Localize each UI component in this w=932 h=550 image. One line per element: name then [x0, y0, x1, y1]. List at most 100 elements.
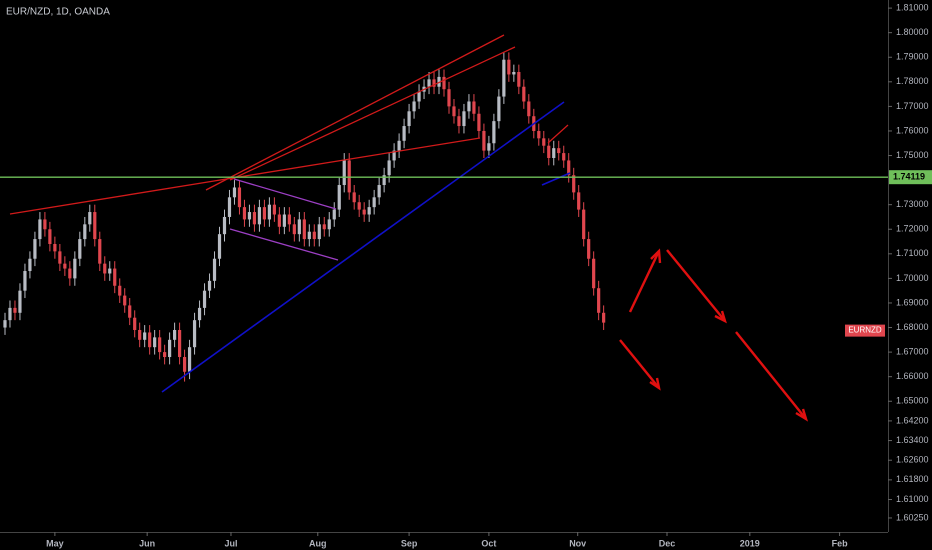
- y-tick-label: 1.66000: [896, 371, 929, 381]
- candle-body: [357, 202, 361, 210]
- trend-line: [229, 46, 516, 181]
- candle-body: [207, 280, 212, 291]
- candle-body: [58, 251, 62, 264]
- candle-body: [68, 268, 72, 279]
- y-tick-label: 1.79000: [896, 52, 929, 62]
- candle-body: [322, 224, 326, 230]
- candle-body: [128, 305, 132, 318]
- candle-body: [173, 329, 177, 340]
- y-tick-label: 1.68000: [896, 322, 929, 332]
- y-tick-label: 1.78000: [896, 76, 929, 86]
- y-tick-label: 1.72000: [896, 224, 929, 234]
- x-tick-label: Jun: [139, 538, 155, 548]
- x-tick-label: Aug: [309, 538, 327, 548]
- candle-body: [412, 101, 416, 112]
- candle-body: [232, 187, 237, 198]
- candle-body: [237, 187, 242, 208]
- drawings: [9, 34, 809, 422]
- x-tick-label: Jul: [224, 538, 237, 548]
- candle-body: [467, 101, 471, 112]
- candle-body: [168, 339, 172, 358]
- candle-body: [108, 268, 112, 274]
- candle-body: [93, 212, 97, 240]
- candle-body: [492, 121, 496, 144]
- candle-body: [227, 197, 232, 217]
- candle-body: [103, 263, 107, 274]
- trend-line: [161, 101, 565, 393]
- channel-line: [233, 178, 337, 210]
- candle-body: [317, 224, 321, 240]
- candle-body: [272, 204, 276, 215]
- candle-body: [392, 150, 396, 161]
- candle-body: [472, 101, 476, 114]
- candle-body: [282, 214, 286, 227]
- candle-body: [497, 96, 501, 122]
- candle-body: [367, 207, 371, 215]
- y-tick-label: 1.64200: [896, 415, 929, 425]
- y-tick-label: 1.60250: [896, 512, 929, 522]
- price-line-tag: [889, 170, 932, 185]
- candle-body: [302, 219, 306, 240]
- candle-body: [143, 332, 147, 340]
- candle-body: [262, 207, 267, 220]
- candle-body: [362, 209, 366, 215]
- candle-body: [83, 224, 87, 240]
- candle-body: [123, 295, 127, 306]
- candle-body: [63, 263, 67, 269]
- candle-body: [48, 229, 52, 244]
- chart-title: EUR/NZD, 1D, OANDA: [6, 7, 110, 18]
- candle-body: [387, 160, 391, 176]
- x-tick-label: 2019: [740, 538, 760, 548]
- y-tick-label: 1.81000: [896, 2, 929, 12]
- candle-body: [8, 307, 12, 321]
- candle-body: [192, 320, 197, 348]
- candle-body: [552, 148, 556, 158]
- candle-body: [327, 219, 331, 230]
- y-tick-label: 1.62600: [896, 455, 929, 465]
- candle-body: [487, 143, 491, 151]
- channel-line: [229, 228, 339, 261]
- trend-line: [205, 34, 505, 191]
- x-tick-label: Dec: [659, 538, 676, 548]
- candle-body: [597, 288, 601, 313]
- candle-body: [547, 145, 551, 158]
- candle-body: [527, 101, 531, 117]
- candle-body: [73, 258, 77, 279]
- y-tick-label: 1.61000: [896, 494, 929, 504]
- x-tick-label: Feb: [832, 538, 849, 548]
- candle-body: [477, 113, 481, 131]
- candle-body: [297, 219, 301, 235]
- candle-body: [307, 231, 311, 240]
- candle-body: [187, 347, 192, 372]
- candle-body: [252, 212, 257, 225]
- candle-body: [352, 192, 356, 203]
- candle-body: [517, 71, 521, 87]
- y-tick-label: 1.70000: [896, 273, 929, 283]
- candle-body: [113, 268, 117, 286]
- candle-body: [382, 175, 386, 186]
- candle-body: [43, 219, 47, 230]
- candle-body: [38, 219, 42, 240]
- candle-body: [602, 312, 606, 323]
- y-tick-label: 1.63400: [896, 435, 929, 445]
- candle-body: [577, 192, 581, 210]
- candle-body: [312, 231, 316, 240]
- candle-body: [397, 140, 401, 151]
- projection-arrows: [619, 248, 809, 422]
- candle-body: [507, 59, 511, 75]
- candle-body: [153, 337, 157, 348]
- price-line-label: 1.74119: [893, 172, 925, 182]
- candle-body: [407, 111, 411, 127]
- y-tick-label: 1.76000: [896, 125, 929, 135]
- candle-body: [377, 185, 381, 198]
- candle-body: [222, 216, 227, 235]
- candle-body: [197, 307, 202, 321]
- candle-body: [447, 89, 451, 107]
- candle-body: [432, 79, 436, 87]
- candle-body: [133, 317, 137, 330]
- candle-body: [427, 79, 431, 87]
- trend-line: [541, 172, 571, 186]
- candle-body: [402, 126, 406, 141]
- candle-body: [177, 329, 182, 358]
- candle-body: [592, 258, 596, 289]
